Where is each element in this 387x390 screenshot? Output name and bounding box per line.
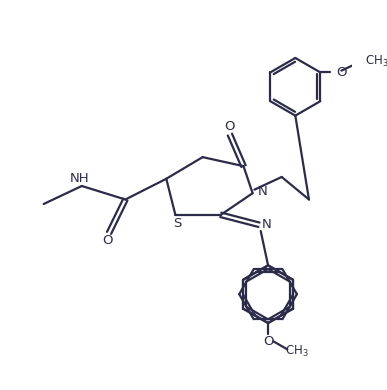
Text: NH: NH <box>70 172 90 185</box>
Text: O: O <box>224 121 235 133</box>
Text: N: N <box>262 218 272 231</box>
Text: CH$_3$: CH$_3$ <box>285 344 309 360</box>
Text: O: O <box>336 66 347 79</box>
Text: CH$_3$: CH$_3$ <box>365 53 387 69</box>
Text: N: N <box>258 185 267 198</box>
Text: O: O <box>263 335 273 348</box>
Text: S: S <box>173 217 182 230</box>
Text: O: O <box>102 234 113 247</box>
